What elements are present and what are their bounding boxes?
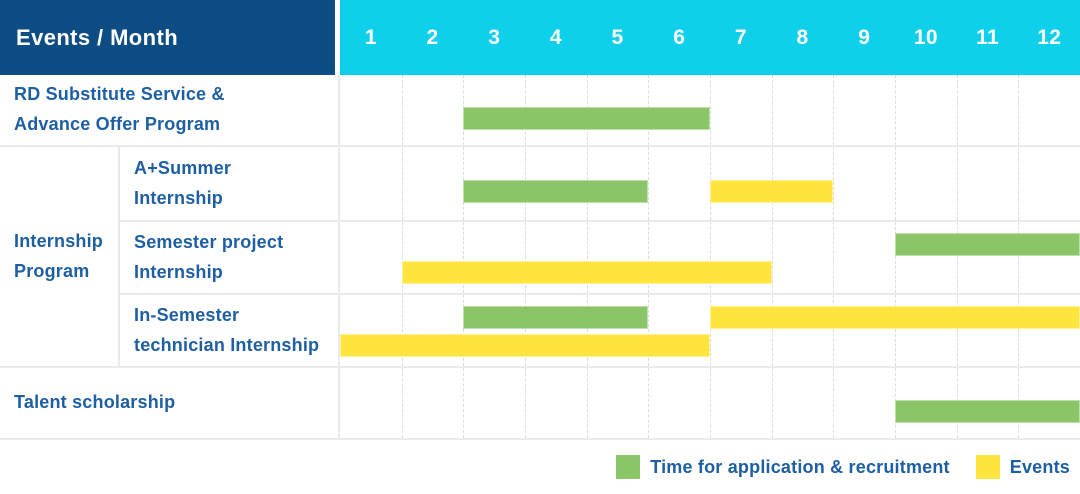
month-gridline — [648, 147, 650, 220]
month-gridline — [895, 147, 896, 220]
month-gridline — [401, 295, 403, 366]
month-gridline — [895, 75, 896, 145]
month-gridline — [525, 295, 526, 366]
row-chart — [340, 147, 1080, 222]
gantt-bar-application — [895, 233, 1080, 256]
month-gridline — [833, 147, 835, 220]
gantt-bar-events — [401, 261, 772, 284]
legend: Time for application & recruitment Event… — [0, 440, 1080, 494]
group-label: Internship Program — [0, 147, 120, 368]
month-label: 5 — [611, 25, 624, 49]
month-label: 6 — [673, 25, 686, 49]
month-gridline — [956, 222, 958, 293]
month-gridline — [463, 295, 465, 366]
month-gridline — [833, 368, 835, 438]
month-gridline — [956, 75, 958, 145]
gantt-bar-events — [340, 334, 710, 357]
schedule-table: Events / Month 1 2 3 4 5 6 7 8 9 10 11 12 RD Substi… — [0, 0, 1080, 440]
month-gridline — [463, 368, 465, 438]
month-gridline — [1018, 222, 1020, 293]
month-gridline — [771, 295, 773, 366]
month-gridline — [833, 222, 835, 293]
month-gridline — [833, 295, 835, 366]
gantt-bar-application — [463, 106, 710, 130]
month-gridline — [895, 295, 896, 366]
month-gridline — [771, 222, 773, 293]
month-gridline — [401, 368, 403, 438]
month-gridline — [710, 75, 711, 145]
month-gridline — [525, 368, 526, 438]
month-gridline — [833, 75, 835, 145]
month-label: 11 — [976, 25, 999, 49]
row-label: A+Summer Internship — [120, 147, 340, 222]
row-chart — [340, 295, 1080, 368]
month-gridline — [463, 222, 465, 293]
month-gridline — [710, 368, 711, 438]
gantt-bar-application — [463, 306, 649, 329]
month-label: 7 — [734, 25, 747, 49]
application-color-swatch — [616, 455, 641, 479]
month-label: 1 — [364, 25, 377, 49]
events-color-swatch — [975, 455, 1000, 479]
month-label: 9 — [858, 25, 871, 49]
month-gridline — [648, 295, 650, 366]
legend-item-application: Time for application & recruitment — [616, 455, 950, 479]
month-gridline — [1018, 75, 1020, 145]
month-gridline — [710, 222, 711, 293]
row-label: RD Substitute Service & Advance Offer Pr… — [0, 75, 340, 147]
month-gridline — [956, 147, 958, 220]
month-gridline — [771, 75, 773, 145]
month-label: 12 — [1037, 25, 1062, 49]
row-label: Talent scholarship — [0, 368, 340, 440]
legend-label: Events — [1009, 456, 1070, 477]
month-gridline — [648, 368, 650, 438]
month-header-row: 1 2 3 4 5 6 7 8 9 10 11 12 — [340, 0, 1080, 75]
month-gridline — [895, 222, 896, 293]
month-gridline — [586, 222, 588, 293]
month-gridline — [401, 75, 403, 145]
month-label: 3 — [488, 25, 501, 49]
month-label: 4 — [549, 25, 562, 49]
month-label: 10 — [913, 25, 938, 49]
month-gridline — [1018, 147, 1020, 220]
row-chart — [340, 222, 1080, 295]
month-gridline — [1018, 295, 1020, 366]
gantt-bar-application — [895, 399, 1080, 423]
legend-item-events: Events — [975, 455, 1070, 479]
month-gridline — [401, 147, 403, 220]
month-gridline — [401, 222, 403, 293]
gantt-bar-application — [463, 179, 649, 203]
row-chart — [340, 75, 1080, 147]
events-month-header: Events / Month — [0, 0, 340, 75]
row-label: Semester project Internship — [120, 222, 340, 295]
month-gridline — [525, 222, 526, 293]
month-label: 2 — [426, 25, 439, 49]
row-label: In-Semester technician Internship — [120, 295, 340, 368]
legend-label: Time for application & recruitment — [650, 456, 950, 477]
month-gridline — [648, 222, 650, 293]
gantt-bar-events — [710, 306, 1080, 329]
month-gridline — [956, 295, 958, 366]
month-gridline — [586, 368, 588, 438]
month-label: 8 — [796, 25, 809, 49]
month-gridline — [586, 295, 588, 366]
month-gridline — [710, 295, 711, 366]
gantt-bar-events — [710, 179, 834, 203]
month-gridline — [771, 368, 773, 438]
row-chart — [340, 368, 1080, 440]
